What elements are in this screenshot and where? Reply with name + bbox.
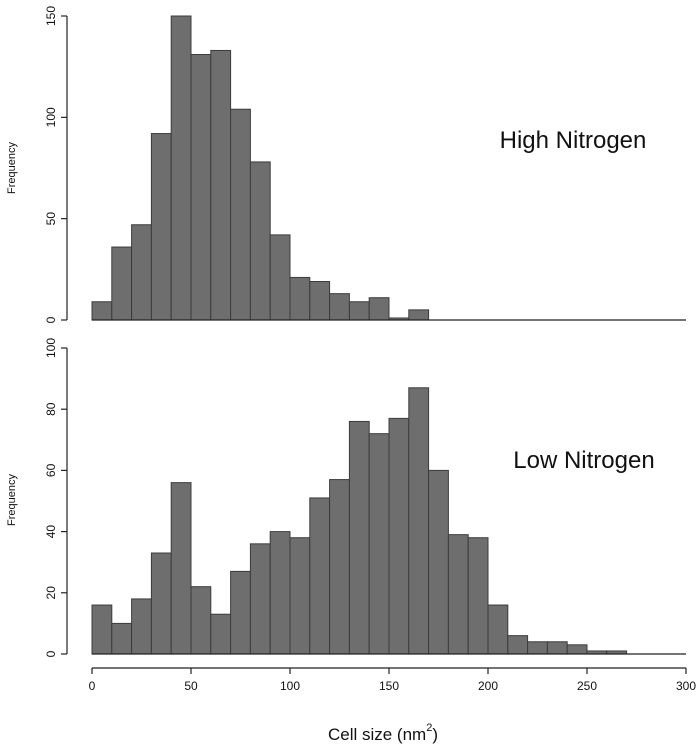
bar-high-nitrogen-40 [170,15,192,321]
bar-high-nitrogen-140 [368,297,390,321]
x-tick-label-300: 300 [676,679,696,693]
bar-high-nitrogen-10 [111,246,133,321]
bar-low-nitrogen-140 [368,433,390,655]
bar-low-nitrogen-180 [447,534,469,655]
bar-low-nitrogen-30 [150,552,172,655]
x-tick-label-200: 200 [478,679,498,693]
bar-high-nitrogen-50 [190,54,212,321]
bar-low-nitrogen-20 [131,598,152,655]
y-tick-label-low-nitrogen-60: 60 [44,463,58,477]
bar-low-nitrogen-40 [170,482,192,655]
bar-low-nitrogen-170 [428,469,449,655]
axes-high-nitrogen: 0 50 100 150 [44,6,686,323]
y-tick-label-high-nitrogen-0: 0 [44,316,58,323]
bar-low-nitrogen-90 [269,531,291,655]
bar-high-nitrogen-100 [289,276,311,321]
bar-low-nitrogen-160 [408,387,430,655]
bars-low-nitrogen [91,387,628,655]
y-tick-label-low-nitrogen-0: 0 [44,650,58,657]
x-axis-label-main: Cell size (nm [328,725,426,744]
y-tick-label-high-nitrogen-150: 150 [44,6,58,26]
bars-high-nitrogen [91,15,430,321]
bar-low-nitrogen-0 [91,604,113,655]
panel-high-nitrogen: 0 50 100 150 Frequency High Nitrogen [6,6,686,323]
bar-low-nitrogen-80 [249,543,271,655]
bar-low-nitrogen-70 [230,570,251,655]
x-tick-label-0: 0 [89,679,96,693]
bar-low-nitrogen-50 [190,586,212,655]
panel-low-nitrogen: 0 20 40 60 80 100 Frequency Low Nitrogen [6,338,686,657]
annotation-low-nitrogen: Low Nitrogen [513,447,654,474]
bar-low-nitrogen-10 [111,622,133,655]
bar-high-nitrogen-60 [210,49,232,321]
y-tick-label-low-nitrogen-40: 40 [44,525,58,539]
y-tick-label-low-nitrogen-80: 80 [44,402,58,416]
bar-high-nitrogen-120 [329,293,350,321]
bar-low-nitrogen-150 [388,417,410,655]
bar-low-nitrogen-60 [210,613,232,655]
bar-low-nitrogen-210 [507,635,529,655]
x-tick-label-250: 250 [577,679,597,693]
y-tick-label-high-nitrogen-50: 50 [44,212,58,226]
bar-high-nitrogen-30 [150,133,172,321]
bar-low-nitrogen-240 [566,644,588,655]
x-axis-label-close: ) [432,725,438,744]
y-tick-label-high-nitrogen-100: 100 [44,107,58,127]
axes-low-nitrogen: 0 20 40 60 80 100 [44,338,686,657]
x-tick-label-100: 100 [280,679,300,693]
bar-low-nitrogen-220 [527,641,548,655]
bar-high-nitrogen-20 [131,224,152,321]
x-tick-label-150: 150 [379,679,399,693]
bar-low-nitrogen-130 [348,420,370,655]
x-axis-label: Cell size (nm2) [328,722,438,744]
bar-low-nitrogen-100 [289,537,311,655]
annotation-high-nitrogen: High Nitrogen [500,127,647,154]
bar-high-nitrogen-70 [230,108,251,321]
ylabel-high-nitrogen: Frequency [6,142,18,194]
bar-low-nitrogen-120 [329,479,350,655]
y-tick-label-low-nitrogen-100: 100 [44,338,58,358]
x-tick-label-50: 50 [184,679,198,693]
x-axis: 0 50 100 150 200 250 300 [89,667,696,693]
x-axis-label-superscript: 2 [426,722,432,734]
bar-low-nitrogen-110 [309,497,331,655]
bar-high-nitrogen-130 [348,301,370,321]
bar-low-nitrogen-230 [546,641,568,655]
bar-high-nitrogen-110 [309,280,331,321]
y-tick-label-low-nitrogen-20: 20 [44,586,58,600]
bar-high-nitrogen-90 [269,234,291,321]
bar-low-nitrogen-200 [487,604,509,655]
bar-low-nitrogen-190 [467,537,489,655]
ylabel-low-nitrogen: Frequency [6,474,18,526]
bar-high-nitrogen-0 [91,301,113,321]
bar-high-nitrogen-160 [408,309,430,321]
bar-high-nitrogen-80 [249,161,271,321]
